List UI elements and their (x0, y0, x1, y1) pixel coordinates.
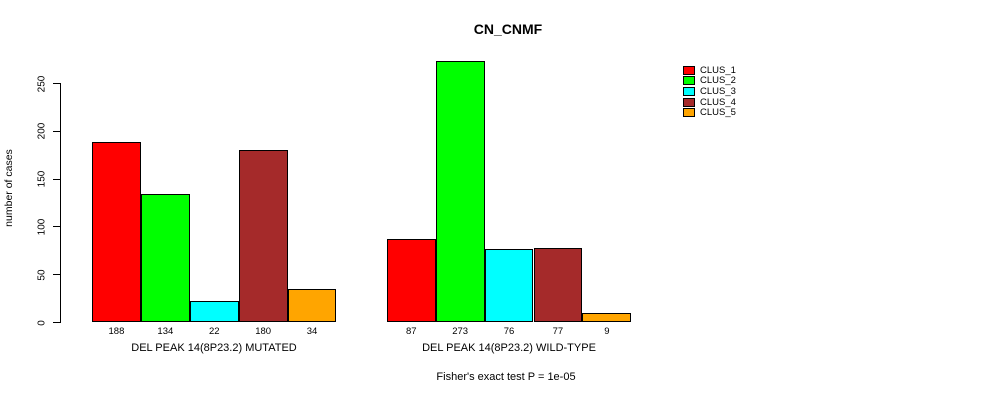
legend-swatch-clus-1 (683, 65, 695, 75)
bar-value-label-clus-5-mutated: 34 (306, 326, 318, 337)
legend-label: CLUS_2 (700, 75, 736, 87)
bar-clus-5-wild-type (582, 313, 632, 322)
y-axis-tick-label: 150 (36, 170, 48, 188)
bar-value-label-clus-4-wild-type: 77 (552, 326, 564, 337)
legend-item-clus-5: CLUS_5 (683, 107, 736, 118)
bar-value-label-clus-1-wild-type: 87 (405, 326, 417, 337)
fisher-test-annotation: Fisher's exact test P = 1e-05 (436, 371, 576, 383)
legend-item-clus-3: CLUS_3 (683, 86, 736, 97)
bar-clus-3-wild-type (484, 249, 534, 322)
legend-label: CLUS_4 (700, 96, 736, 108)
bar-value-label-clus-3-mutated: 22 (208, 326, 220, 337)
bar-clus-4-wild-type (533, 248, 583, 322)
legend-label: CLUS_1 (700, 64, 736, 76)
bar-value-label-clus-3-wild-type: 76 (503, 326, 515, 337)
bar-value-label-clus-2-mutated: 134 (157, 326, 174, 337)
legend-item-clus-2: CLUS_2 (683, 75, 736, 86)
y-axis-tick-label: 100 (36, 218, 48, 236)
y-axis-tick (53, 274, 60, 276)
x-group-label-wild-type: DEL PEAK 14(8P23.2) WILD-TYPE (422, 342, 596, 354)
bar-clus-3-mutated (189, 300, 239, 322)
bar-value-label-clus-4-mutated: 180 (255, 326, 272, 337)
y-axis-label: number of cases (3, 149, 15, 227)
chart-title: CN_CNMF (473, 21, 543, 37)
y-axis-tick (53, 322, 60, 323)
y-axis-tick (53, 83, 60, 84)
legend-swatch-clus-2 (683, 76, 695, 86)
bar-clus-4-mutated (238, 149, 288, 322)
bar-clus-1-mutated (92, 142, 141, 322)
bar-value-label-clus-5-wild-type: 9 (604, 326, 610, 337)
y-axis-tick-label: 250 (36, 75, 48, 92)
x-group-label-mutated: DEL PEAK 14(8P23.2) MUTATED (131, 342, 297, 354)
bar-value-label-clus-2-wild-type: 273 (452, 326, 469, 337)
legend-label: CLUS_3 (700, 85, 736, 97)
y-axis-tick-label: 0 (36, 319, 48, 326)
legend-swatch-clus-4 (683, 97, 695, 107)
bar-clus-1-wild-type (386, 238, 436, 322)
y-axis-tick (53, 130, 60, 132)
y-axis-tick (53, 226, 60, 228)
bar-clus-2-mutated (140, 193, 190, 322)
y-axis-tick-label: 200 (36, 122, 48, 140)
legend-swatch-clus-5 (683, 108, 695, 118)
y-axis-line (60, 83, 61, 323)
legend-label: CLUS_5 (700, 107, 736, 119)
y-axis-tick (53, 178, 60, 180)
bar-clus-2-wild-type (435, 61, 485, 322)
y-axis-tick-label: 50 (36, 269, 48, 281)
legend-swatch-clus-3 (683, 86, 695, 96)
legend-item-clus-4: CLUS_4 (683, 97, 736, 108)
legend-item-clus-1: CLUS_1 (683, 65, 736, 76)
bar-value-label-clus-1-mutated: 188 (108, 326, 125, 337)
bar-clus-5-mutated (287, 289, 337, 322)
